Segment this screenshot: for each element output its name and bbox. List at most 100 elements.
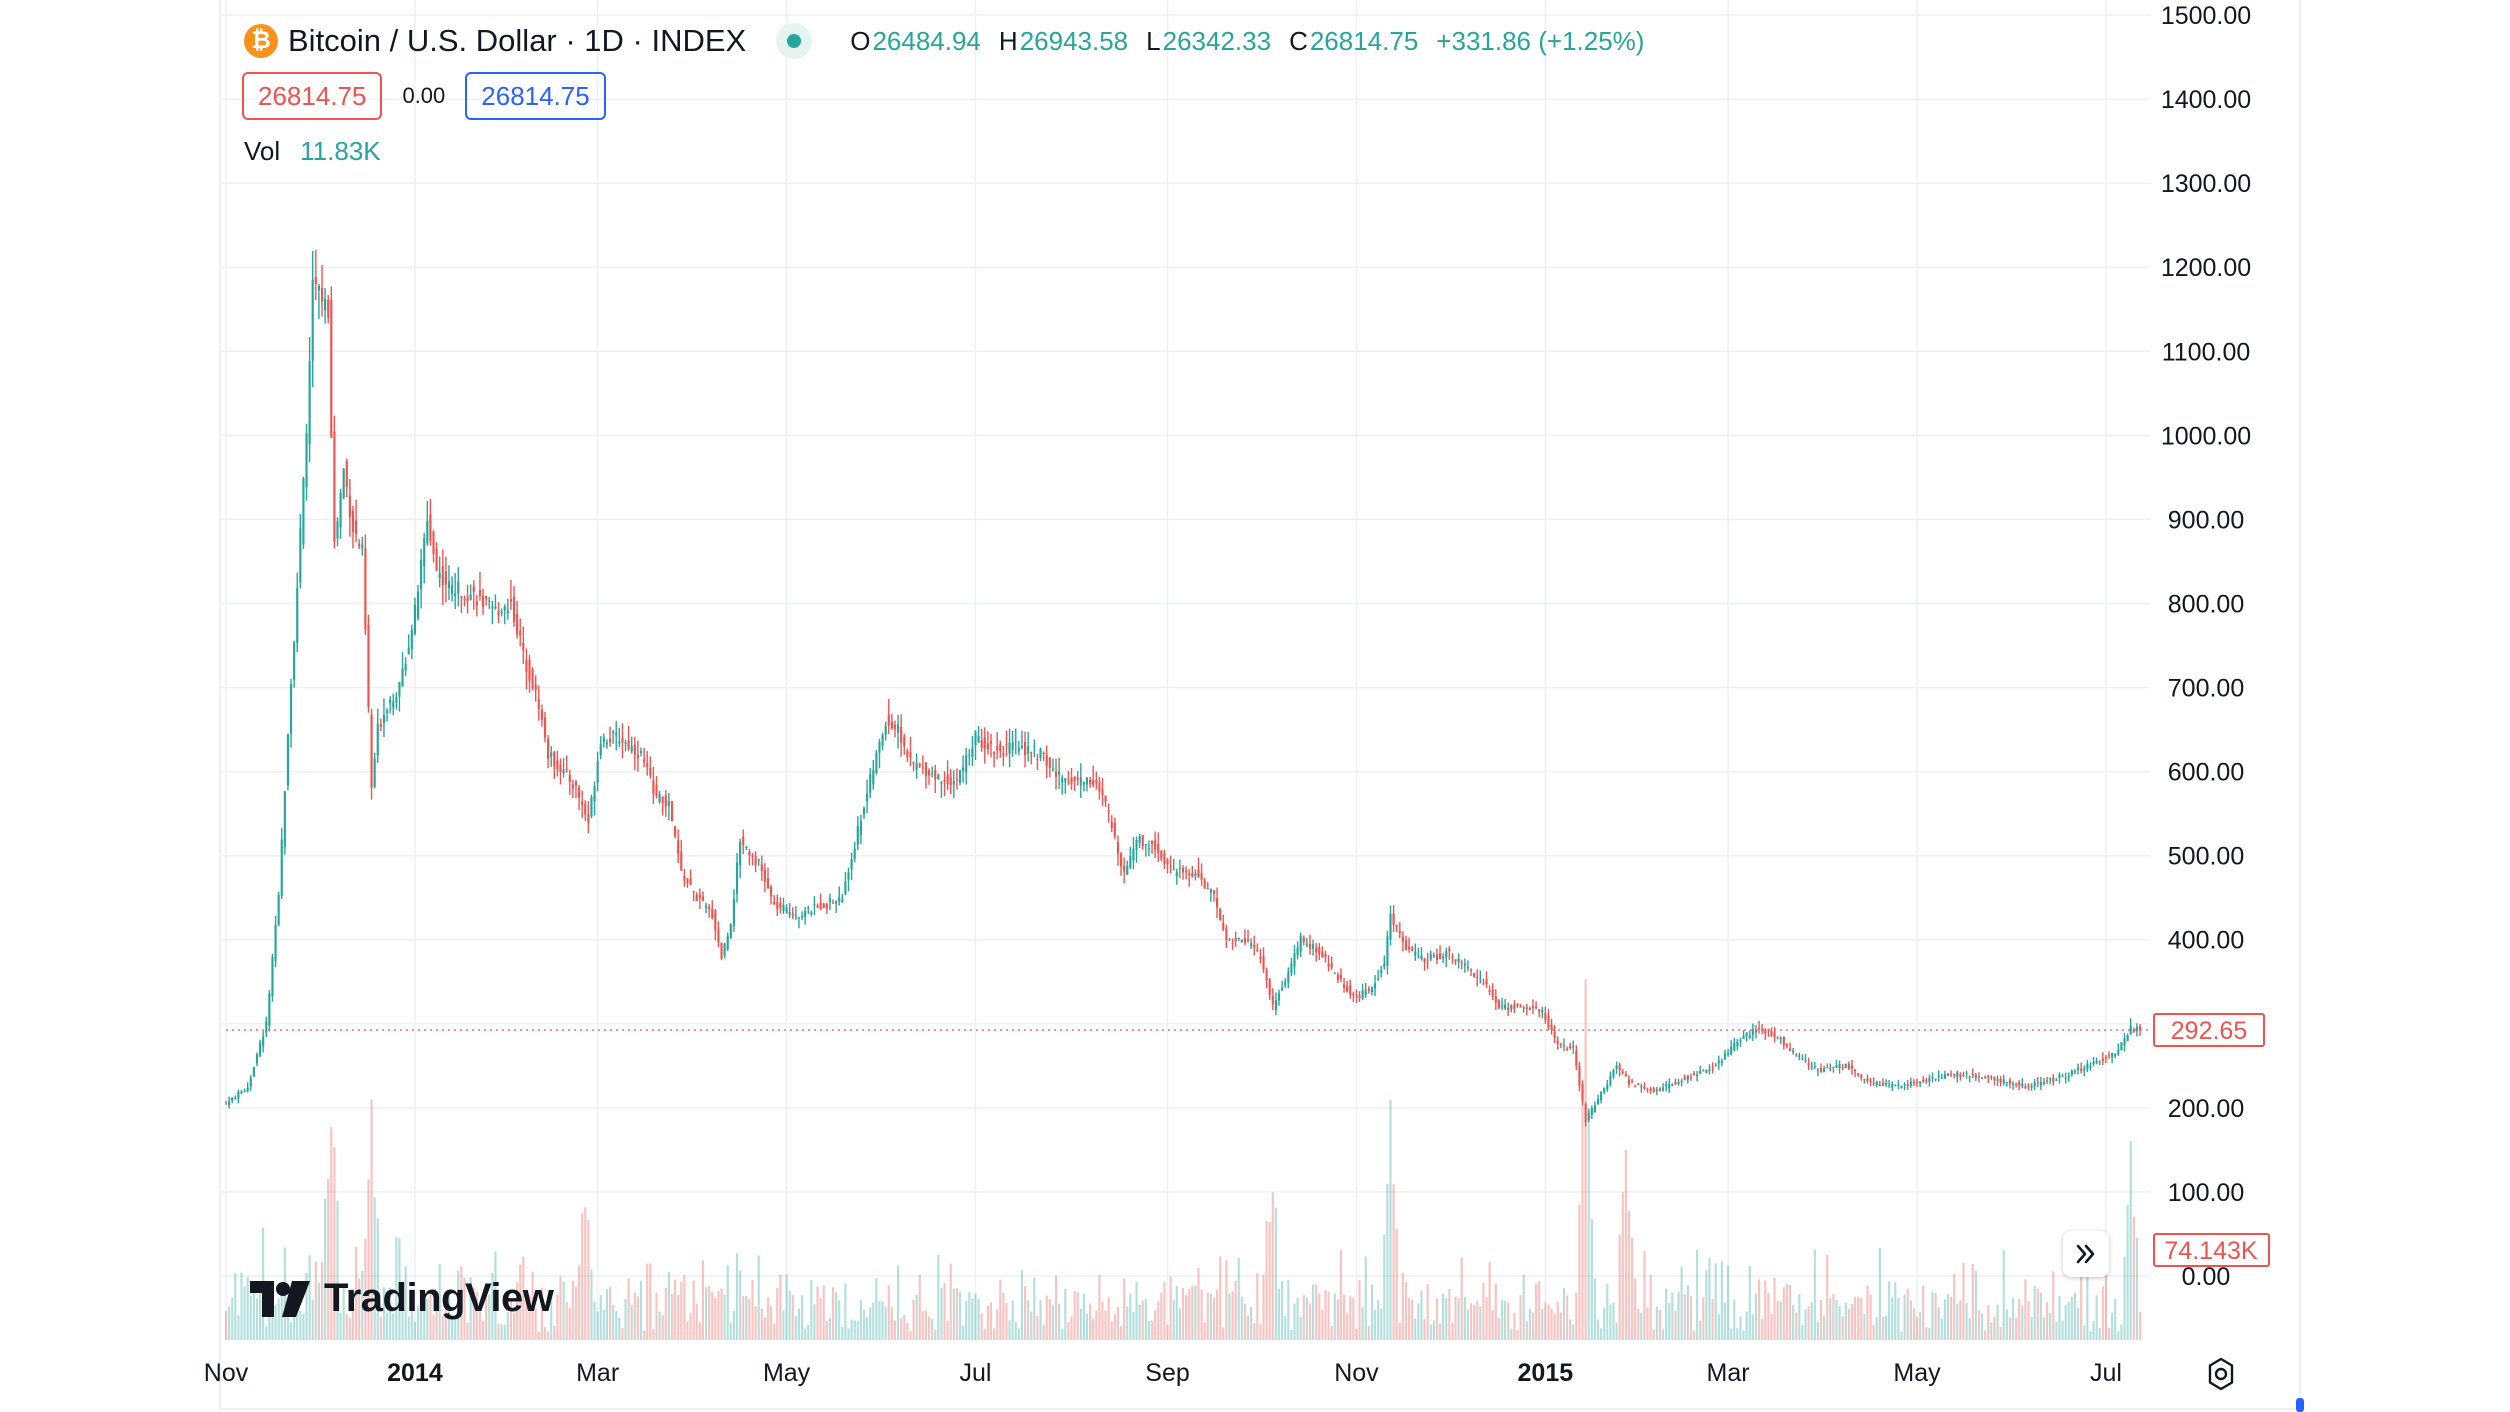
candle bbox=[1782, 1036, 1785, 1050]
volume-bar bbox=[1256, 1272, 1259, 1340]
buy-price-button[interactable]: 26814.75 bbox=[465, 72, 606, 120]
volume-bar bbox=[2138, 1311, 2142, 1340]
candle bbox=[1627, 1075, 1631, 1088]
volume-bar bbox=[1321, 1309, 1324, 1340]
candle bbox=[401, 652, 404, 687]
candle bbox=[2036, 1076, 2039, 1088]
candle bbox=[1482, 978, 1485, 986]
volume-legend[interactable]: Vol 11.83K bbox=[244, 136, 381, 167]
candle bbox=[1779, 1036, 1782, 1044]
scrollbar-marker[interactable] bbox=[2296, 1398, 2304, 1412]
volume-bar bbox=[1194, 1285, 1197, 1340]
volume-bar bbox=[2089, 1331, 2092, 1340]
volume-bar bbox=[1045, 1295, 1048, 1340]
candle bbox=[627, 725, 630, 751]
candle bbox=[1231, 938, 1234, 950]
volume-bar bbox=[841, 1326, 844, 1340]
candle bbox=[1460, 959, 1463, 970]
bitcoin-icon[interactable]: ₿ bbox=[244, 24, 278, 58]
candle bbox=[342, 468, 345, 500]
candle bbox=[1361, 983, 1364, 1001]
candle bbox=[2005, 1081, 2008, 1087]
last-price-label[interactable]: 292.65 bbox=[2153, 1012, 2265, 1047]
symbol-title[interactable]: Bitcoin / U.S. Dollar · 1D · INDEX bbox=[288, 23, 747, 58]
candle bbox=[1364, 983, 1367, 998]
candle bbox=[1643, 1082, 1646, 1091]
candle bbox=[875, 749, 878, 775]
candle bbox=[1634, 1084, 1637, 1088]
candle bbox=[274, 915, 277, 968]
candle bbox=[1408, 937, 1411, 953]
candle bbox=[500, 608, 503, 617]
sell-price-button[interactable]: 26814.75 bbox=[242, 72, 383, 120]
candle bbox=[320, 265, 324, 317]
volume-bar bbox=[1082, 1293, 1085, 1340]
volume-bar bbox=[1299, 1317, 1302, 1340]
candle bbox=[989, 733, 993, 758]
last-volume-label[interactable]: 74.143K bbox=[2153, 1233, 2270, 1267]
volume-bar bbox=[1562, 1287, 1566, 1340]
volume-bar bbox=[1615, 1322, 1618, 1340]
gear-icon[interactable] bbox=[2203, 1356, 2239, 1392]
volume-bar bbox=[1538, 1281, 1541, 1340]
volume-bar bbox=[1197, 1267, 1200, 1340]
volume-bar bbox=[587, 1220, 590, 1340]
candle bbox=[1414, 943, 1417, 961]
volume-bar bbox=[1438, 1323, 1442, 1340]
candle bbox=[577, 784, 581, 810]
candle bbox=[850, 852, 853, 881]
candle bbox=[794, 906, 797, 921]
volume-bar bbox=[1553, 1313, 1556, 1340]
candle bbox=[1572, 1040, 1575, 1054]
volume-bar bbox=[1212, 1297, 1216, 1340]
volume-bar bbox=[1723, 1302, 1727, 1340]
volume-bar bbox=[686, 1321, 689, 1340]
candle bbox=[283, 790, 286, 855]
volume-bar bbox=[2123, 1256, 2126, 1340]
candle bbox=[853, 842, 856, 863]
candle bbox=[1401, 931, 1404, 952]
volume-bar bbox=[788, 1290, 791, 1340]
volume-bar bbox=[1525, 1321, 1528, 1340]
volume-bar bbox=[831, 1287, 835, 1340]
candle bbox=[1154, 831, 1157, 859]
candle bbox=[1451, 953, 1454, 964]
volume-bar bbox=[912, 1299, 915, 1340]
candle bbox=[1637, 1083, 1640, 1086]
candle bbox=[1095, 771, 1098, 790]
candle bbox=[466, 584, 469, 614]
candle bbox=[1618, 1062, 1621, 1077]
volume-bar bbox=[1318, 1293, 1321, 1340]
volume-bar bbox=[652, 1329, 655, 1340]
volume-bar bbox=[624, 1298, 627, 1340]
volume-bar bbox=[1423, 1319, 1426, 1340]
candle bbox=[890, 713, 893, 731]
candle bbox=[1243, 929, 1247, 946]
volume-bar bbox=[673, 1279, 677, 1340]
scroll-to-realtime-button[interactable] bbox=[2063, 1231, 2109, 1277]
candle bbox=[1897, 1080, 1900, 1090]
volume-bar bbox=[1092, 1318, 1095, 1340]
candle bbox=[1494, 989, 1497, 1010]
volume-bar bbox=[1541, 1308, 1544, 1340]
volume-bar bbox=[2011, 1297, 2015, 1340]
market-status-indicator[interactable] bbox=[776, 23, 813, 59]
volume-bar bbox=[1705, 1270, 1708, 1340]
volume-bar bbox=[1550, 1308, 1553, 1340]
chart-frame bbox=[221, 0, 2299, 1408]
volume-bar bbox=[1937, 1307, 1940, 1340]
candle bbox=[1479, 970, 1482, 984]
volume-bar bbox=[1451, 1322, 1454, 1340]
volume-bar bbox=[735, 1253, 739, 1340]
double-chevron-right-icon bbox=[2076, 1244, 2095, 1264]
candle bbox=[531, 667, 534, 691]
volume-bar bbox=[333, 1147, 336, 1340]
y-tick-label: 500.00 bbox=[2168, 843, 2244, 871]
volume-bar bbox=[1658, 1309, 1662, 1340]
candle bbox=[441, 549, 444, 605]
volume-bar bbox=[1823, 1315, 1826, 1340]
candle bbox=[677, 829, 680, 864]
tradingview-logo[interactable]: TradingView bbox=[250, 1276, 554, 1321]
candle bbox=[392, 693, 395, 716]
